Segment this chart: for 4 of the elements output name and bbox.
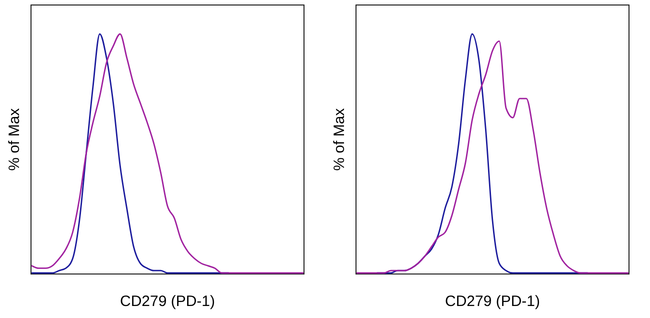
x-axis-title: CD279 (PD-1) — [444, 293, 540, 310]
x-axis-title: CD279 (PD-1) — [120, 293, 216, 310]
y-axis-title: % of Max — [6, 108, 23, 171]
y-axis-title: % of Max — [331, 108, 348, 171]
